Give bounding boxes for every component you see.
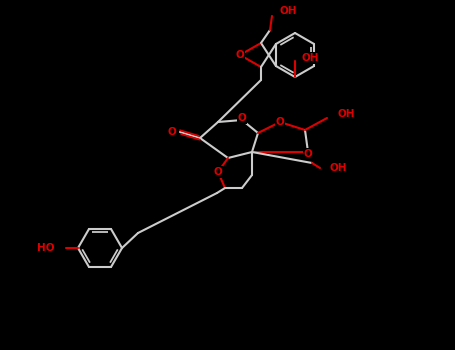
Text: O: O — [236, 50, 244, 60]
Text: O: O — [238, 113, 246, 123]
Text: O: O — [214, 167, 222, 177]
Text: O: O — [276, 117, 284, 127]
Text: OH: OH — [337, 109, 354, 119]
Text: O: O — [303, 149, 313, 159]
Text: O: O — [167, 127, 177, 137]
Text: OH: OH — [279, 6, 297, 16]
Text: HO: HO — [36, 243, 54, 253]
Text: OH: OH — [330, 163, 348, 173]
Text: OH: OH — [302, 53, 319, 63]
